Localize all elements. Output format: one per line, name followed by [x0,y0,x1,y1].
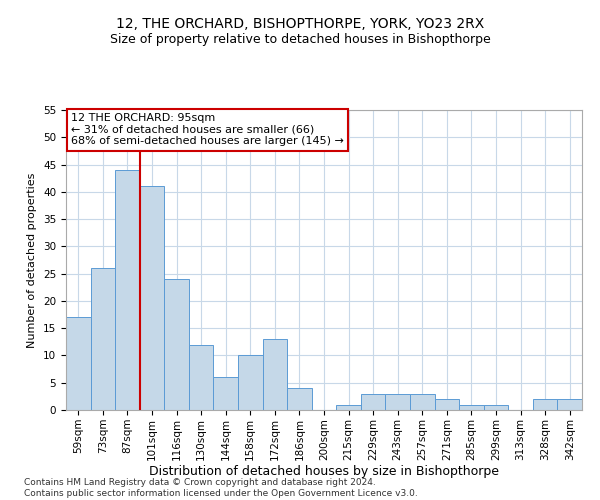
Bar [385,394,410,410]
Bar [238,356,263,410]
X-axis label: Distribution of detached houses by size in Bishopthorpe: Distribution of detached houses by size … [149,466,499,478]
Bar [189,344,214,410]
Bar [336,404,361,410]
Text: 12 THE ORCHARD: 95sqm
← 31% of detached houses are smaller (66)
68% of semi-deta: 12 THE ORCHARD: 95sqm ← 31% of detached … [71,113,344,146]
Bar [484,404,508,410]
Bar [164,279,189,410]
Text: Contains HM Land Registry data © Crown copyright and database right 2024.
Contai: Contains HM Land Registry data © Crown c… [24,478,418,498]
Y-axis label: Number of detached properties: Number of detached properties [28,172,37,348]
Text: 12, THE ORCHARD, BISHOPTHORPE, YORK, YO23 2RX: 12, THE ORCHARD, BISHOPTHORPE, YORK, YO2… [116,18,484,32]
Bar [557,399,582,410]
Text: Size of property relative to detached houses in Bishopthorpe: Size of property relative to detached ho… [110,32,490,46]
Bar [533,399,557,410]
Bar [263,339,287,410]
Bar [287,388,312,410]
Bar [434,399,459,410]
Bar [410,394,434,410]
Bar [459,404,484,410]
Bar [140,186,164,410]
Bar [115,170,140,410]
Bar [214,378,238,410]
Bar [91,268,115,410]
Bar [361,394,385,410]
Bar [66,318,91,410]
